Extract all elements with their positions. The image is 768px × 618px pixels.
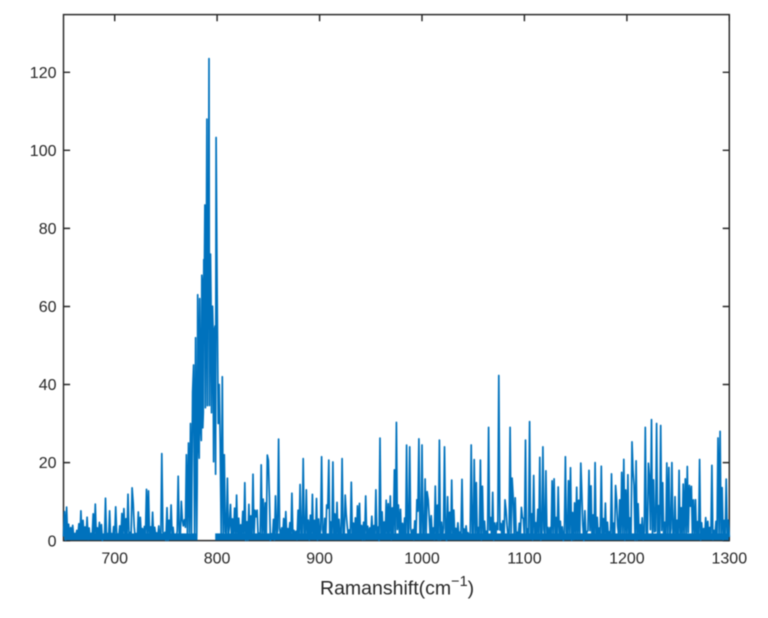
svg-text:0: 0 xyxy=(48,533,57,550)
svg-text:60: 60 xyxy=(39,299,57,316)
svg-text:900: 900 xyxy=(306,551,333,568)
svg-text:1300: 1300 xyxy=(712,551,748,568)
svg-text:Ramanshift(cm−1): Ramanshift(cm−1) xyxy=(320,574,474,600)
svg-text:120: 120 xyxy=(30,65,57,82)
svg-text:1100: 1100 xyxy=(507,551,542,568)
svg-text:800: 800 xyxy=(204,551,231,568)
svg-text:20: 20 xyxy=(39,455,57,472)
svg-text:1000: 1000 xyxy=(404,551,440,568)
svg-text:100: 100 xyxy=(30,143,57,160)
svg-text:40: 40 xyxy=(39,377,57,394)
svg-text:700: 700 xyxy=(101,551,128,568)
svg-text:1200: 1200 xyxy=(609,551,645,568)
svg-text:80: 80 xyxy=(39,221,57,238)
